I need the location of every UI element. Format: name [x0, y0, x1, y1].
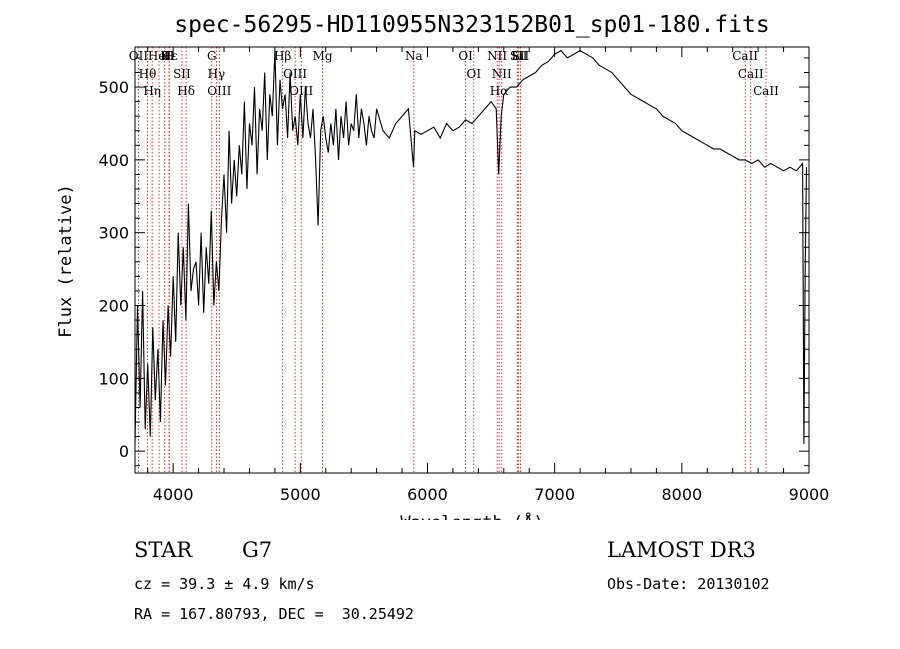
- redshift-value: cz = 39.3 ± 4.9 km/s: [134, 575, 315, 593]
- spectral-line-label: G: [207, 49, 217, 63]
- y-tick-label: 400: [98, 151, 129, 170]
- spectral-line-label: OIII: [207, 84, 231, 98]
- spectral-line-label: HeI: [148, 49, 171, 63]
- coordinates: RA = 167.80793, DEC = 30.25492: [134, 605, 414, 623]
- x-tick-label: 4000: [153, 485, 194, 504]
- spectral-line-label: K: [160, 49, 170, 63]
- spectral-line-label: SII: [173, 67, 191, 81]
- x-tick-label: 6000: [407, 485, 448, 504]
- y-tick-label: 100: [98, 369, 129, 388]
- spectral-line-label: NII: [487, 49, 507, 63]
- x-tick-label: 7000: [534, 485, 575, 504]
- spectral-line-label: OIII: [289, 84, 313, 98]
- spectral-line-label: Hγ: [208, 67, 226, 81]
- x-axis-label: Wavelength (Å): [400, 511, 543, 520]
- object-class: STAR: [134, 538, 193, 562]
- spectral-line-label: CaII: [753, 84, 779, 98]
- spectral-line-label: Hδ: [177, 84, 195, 98]
- spectral-line-label: Hε: [161, 49, 178, 63]
- spectral-line-label: Mg: [313, 49, 333, 63]
- spectral-line-label: Na: [405, 49, 423, 63]
- x-axis-ticks: 4000 5000 6000 7000 8000 9000: [147, 47, 830, 504]
- y-tick-label: 200: [98, 297, 129, 316]
- spectrum-chart: spec-56295-HD110955N323152B01_sp01-180.f…: [56, 12, 830, 520]
- y-axis-ticks: 0 100 200 300 400 500: [98, 57, 809, 467]
- y-tick-label: 0: [119, 442, 129, 461]
- plot-frame: [134, 46, 810, 474]
- x-tick-label: 5000: [280, 485, 321, 504]
- spectral-line-label: Hθ: [139, 67, 157, 81]
- x-tick-label: 8000: [661, 485, 702, 504]
- y-tick-label: 500: [98, 78, 129, 97]
- object-subclass: G7: [242, 538, 273, 562]
- spectral-line-label: Hβ: [274, 49, 291, 63]
- survey-name: LAMOST DR3: [607, 538, 756, 562]
- spectral-line-label: OI: [458, 49, 473, 63]
- spectral-line-label: Li: [512, 49, 524, 63]
- spectral-line-label: OII: [129, 49, 149, 63]
- y-tick-label: 300: [98, 224, 129, 243]
- spectral-line-label: NII: [492, 67, 512, 81]
- y-axis-label: Flux (relative): [56, 184, 76, 338]
- spectral-line-label: Hα: [490, 84, 509, 98]
- spectral-line-label: CaII: [738, 67, 764, 81]
- spectral-line-label: H: [164, 49, 174, 63]
- spectrum-series: [134, 49, 808, 444]
- x-tick-label: 9000: [789, 485, 830, 504]
- spectral-line-label: OI: [466, 67, 481, 81]
- observation-date: Obs-Date: 20130102: [607, 575, 770, 593]
- chart-title: spec-56295-HD110955N323152B01_sp01-180.f…: [174, 12, 769, 38]
- spectral-line-label: OIII: [283, 67, 307, 81]
- spectral-line-label: SII: [510, 49, 528, 63]
- spectral-line-label: SII: [512, 49, 530, 63]
- spectral-line-markers: [138, 47, 767, 473]
- spectral-line-label: CaII: [732, 49, 758, 63]
- spectral-line-label: Hη: [143, 84, 161, 98]
